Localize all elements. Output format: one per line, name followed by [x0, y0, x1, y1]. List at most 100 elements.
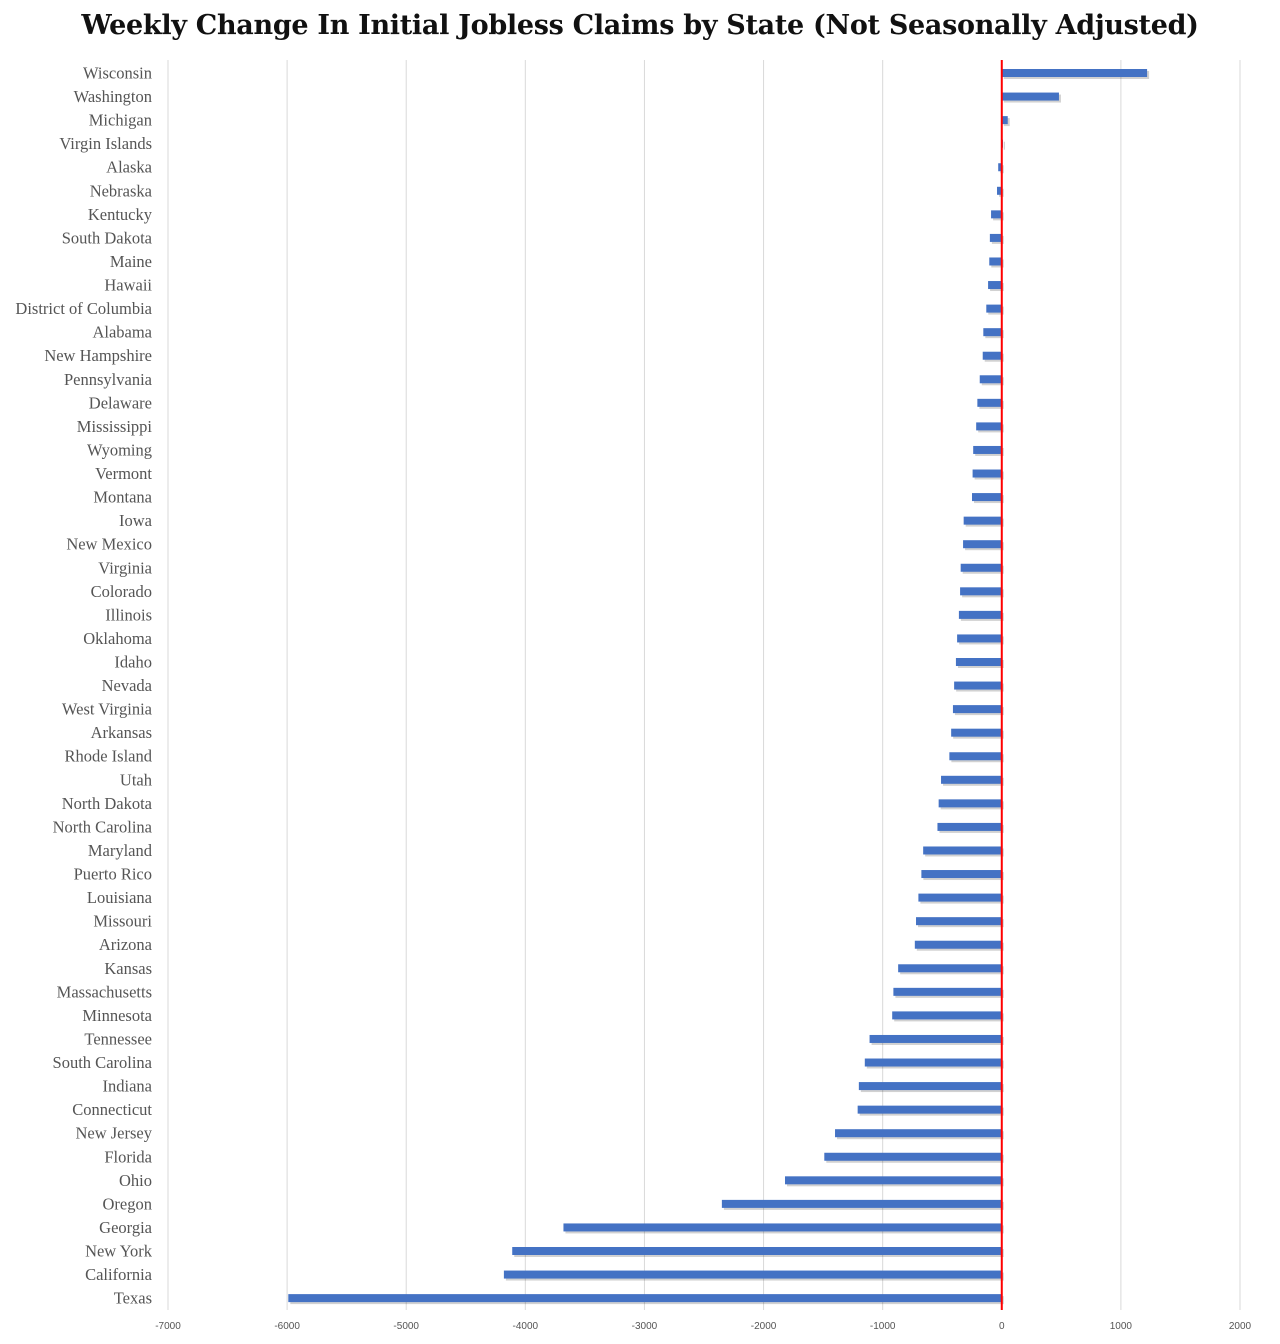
- category-label: Kansas: [104, 959, 152, 978]
- category-label: Florida: [104, 1147, 152, 1166]
- bar: [986, 304, 1002, 313]
- category-label: Idaho: [114, 653, 152, 672]
- bar: [1001, 92, 1059, 101]
- category-label: Virginia: [98, 558, 152, 577]
- category-label: Nebraska: [90, 181, 153, 200]
- category-label: South Carolina: [53, 1053, 153, 1072]
- category-label: South Dakota: [62, 228, 153, 247]
- category-labels: Wisconsin Washington Michigan Virgin Island…: [15, 64, 152, 1308]
- bar: [954, 681, 1002, 690]
- x-tick-label: -6000: [274, 1321, 300, 1332]
- bar: [869, 1034, 1002, 1043]
- bar: [893, 987, 1002, 996]
- category-label: Montana: [93, 488, 152, 507]
- bar: [955, 658, 1002, 666]
- bar: [973, 445, 1002, 454]
- category-label: Indiana: [103, 1077, 153, 1096]
- category-label: Louisiana: [87, 888, 153, 907]
- category-label: District of Columbia: [15, 299, 152, 318]
- bar: [864, 1058, 1002, 1067]
- category-label: New Mexico: [66, 535, 152, 554]
- bar: [989, 257, 1002, 266]
- bar: [288, 1294, 1002, 1303]
- category-label: California: [85, 1265, 153, 1284]
- category-label: Alaska: [106, 158, 152, 177]
- category-label: Kentucky: [88, 205, 153, 224]
- x-tick-label: -5000: [393, 1321, 419, 1332]
- category-label: Colorado: [91, 582, 152, 601]
- bar: [1001, 69, 1148, 77]
- category-label: West Virginia: [62, 700, 153, 719]
- category-label: Puerto Rico: [74, 865, 152, 884]
- x-tick-label: 1000: [1110, 1321, 1133, 1332]
- bar: [721, 1199, 1002, 1208]
- bar: [503, 1270, 1002, 1279]
- x-tick-label: -4000: [513, 1321, 539, 1332]
- category-label: Ohio: [119, 1171, 152, 1190]
- x-tick-label: -7000: [155, 1321, 181, 1332]
- bar: [960, 563, 1002, 572]
- category-label: New Hampshire: [44, 346, 152, 365]
- category-label: Utah: [120, 770, 153, 789]
- bar: [857, 1105, 1002, 1114]
- bar: [835, 1129, 1002, 1138]
- category-label: Iowa: [119, 511, 153, 530]
- category-label: Vermont: [95, 464, 152, 483]
- bar: [921, 870, 1002, 879]
- category-label: Tennessee: [84, 1029, 152, 1048]
- category-label: Alabama: [92, 323, 152, 342]
- category-label: Pennsylvania: [64, 370, 153, 389]
- category-label: Arizona: [99, 935, 153, 954]
- category-label: New Jersey: [75, 1124, 152, 1143]
- category-label: North Dakota: [62, 794, 153, 813]
- x-tick-label: 2000: [1229, 1321, 1252, 1332]
- category-label: Wisconsin: [83, 64, 152, 83]
- category-label: Texas: [114, 1289, 152, 1308]
- bar: [963, 516, 1002, 525]
- bar-shadow: [1003, 141, 1005, 150]
- category-label: Nevada: [102, 676, 153, 695]
- x-tick-label: -1000: [870, 1321, 896, 1332]
- chart-title: Weekly Change In Initial Jobless Claims …: [81, 10, 1199, 41]
- bar: [988, 281, 1002, 290]
- category-label: Massachusetts: [57, 982, 152, 1001]
- category-label: Mississippi: [77, 417, 153, 436]
- category-label: Illinois: [105, 605, 152, 624]
- category-label: Maine: [110, 252, 152, 271]
- category-label: Oklahoma: [83, 629, 152, 648]
- bar: [923, 846, 1002, 855]
- x-tick-label: 0: [999, 1321, 1005, 1332]
- bar: [998, 163, 1002, 172]
- category-label: Connecticut: [72, 1100, 152, 1119]
- category-label: Minnesota: [82, 1006, 152, 1025]
- x-tick-label: -3000: [632, 1321, 658, 1332]
- bar: [824, 1152, 1002, 1161]
- bar: [963, 540, 1002, 549]
- bar: [972, 469, 1002, 478]
- category-label: Maryland: [88, 841, 153, 860]
- gridlines: [167, 60, 1241, 1310]
- bar: [960, 587, 1002, 596]
- bar: [979, 375, 1002, 384]
- bar: [916, 917, 1002, 926]
- category-label: Virgin Islands: [59, 134, 152, 153]
- category-label: Missouri: [93, 912, 152, 931]
- bar: [997, 186, 1002, 195]
- category-label: New York: [85, 1242, 153, 1261]
- x-tick-label: -2000: [751, 1321, 777, 1332]
- category-label: Delaware: [89, 393, 152, 412]
- category-label: Rhode Island: [64, 747, 152, 766]
- bar: [1001, 116, 1008, 125]
- bar: [784, 1176, 1002, 1185]
- bar: [914, 940, 1002, 949]
- bar: [991, 210, 1002, 219]
- bar: [982, 351, 1002, 360]
- category-label: Oregon: [103, 1194, 152, 1213]
- bar: [563, 1223, 1002, 1232]
- category-label: Hawaii: [104, 276, 152, 295]
- bar: [512, 1247, 1002, 1255]
- bar: [938, 799, 1002, 808]
- category-label: Washington: [74, 87, 152, 106]
- category-label: Wyoming: [87, 440, 152, 459]
